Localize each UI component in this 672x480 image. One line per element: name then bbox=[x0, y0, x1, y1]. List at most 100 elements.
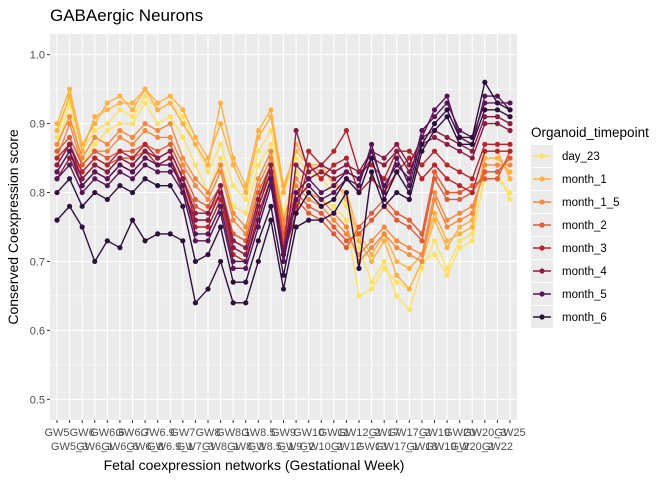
data-point bbox=[129, 162, 136, 168]
data-point bbox=[356, 189, 362, 196]
legend-item-month_3: month_3 bbox=[531, 237, 607, 259]
data-point bbox=[293, 196, 299, 203]
x-tick-label: GW22 bbox=[482, 441, 513, 453]
data-point bbox=[142, 100, 148, 106]
legend-key-point bbox=[539, 153, 545, 159]
data-point bbox=[117, 100, 123, 106]
data-point bbox=[104, 148, 110, 154]
data-point bbox=[79, 189, 85, 196]
data-point bbox=[469, 189, 475, 196]
data-point bbox=[104, 141, 110, 147]
y-tick-label: 0.5 bbox=[30, 394, 45, 406]
data-point bbox=[331, 162, 337, 168]
data-point bbox=[368, 210, 375, 216]
data-point bbox=[457, 231, 463, 237]
data-point bbox=[117, 155, 123, 161]
data-point bbox=[92, 141, 98, 147]
x-axis-title: Fetal coexpression networks (Gestational… bbox=[104, 457, 405, 473]
series-layer bbox=[54, 79, 513, 313]
data-point bbox=[268, 127, 274, 134]
data-point bbox=[343, 169, 350, 175]
data-point bbox=[419, 162, 425, 168]
data-point bbox=[230, 162, 236, 168]
data-point bbox=[331, 196, 337, 203]
x-tick-label: GW6_1 bbox=[76, 441, 113, 453]
data-point bbox=[394, 141, 400, 147]
data-point bbox=[104, 155, 110, 161]
data-point bbox=[431, 127, 438, 134]
data-point bbox=[394, 238, 400, 244]
data-point bbox=[66, 148, 73, 154]
data-point bbox=[268, 155, 274, 161]
data-point bbox=[381, 265, 387, 271]
data-point bbox=[79, 203, 85, 209]
data-point bbox=[306, 189, 312, 196]
data-point bbox=[104, 183, 110, 189]
data-point bbox=[142, 238, 148, 244]
x-tick-label: GW8.5_1 bbox=[248, 441, 294, 453]
data-point bbox=[394, 272, 400, 278]
data-point bbox=[104, 162, 110, 168]
data-point bbox=[507, 155, 513, 161]
legend-item-month_1_5: month_1_5 bbox=[531, 191, 620, 213]
data-point bbox=[192, 141, 199, 147]
data-point bbox=[217, 203, 224, 209]
legend-key-point bbox=[539, 176, 545, 182]
data-point bbox=[268, 141, 274, 147]
data-point bbox=[444, 224, 450, 230]
data-point bbox=[280, 272, 287, 278]
data-point bbox=[482, 79, 488, 85]
data-point bbox=[192, 300, 199, 306]
data-point bbox=[457, 196, 463, 203]
data-point bbox=[142, 86, 148, 92]
data-point bbox=[444, 134, 450, 140]
data-point bbox=[343, 224, 350, 230]
data-point bbox=[406, 155, 412, 161]
data-point bbox=[142, 148, 148, 154]
data-point bbox=[457, 183, 463, 189]
data-point bbox=[431, 114, 438, 120]
data-point bbox=[381, 258, 387, 265]
data-point bbox=[482, 141, 488, 147]
data-point bbox=[167, 183, 173, 189]
x-tick-label: GW20_3 bbox=[463, 427, 506, 439]
data-point bbox=[243, 265, 249, 271]
legend-key-point bbox=[539, 291, 545, 297]
data-point bbox=[92, 169, 98, 175]
x-tick-label: GW8_3 bbox=[227, 441, 264, 453]
data-point bbox=[457, 238, 463, 244]
data-point bbox=[457, 134, 463, 140]
data-point bbox=[343, 217, 350, 223]
data-point bbox=[394, 245, 400, 251]
x-tick-label: GW7 bbox=[170, 427, 195, 439]
data-point bbox=[217, 258, 224, 265]
data-point bbox=[142, 93, 148, 99]
data-point bbox=[268, 148, 274, 154]
data-point bbox=[419, 127, 425, 134]
x-tick-label: GW6 bbox=[70, 427, 95, 439]
data-point bbox=[205, 169, 211, 175]
data-point bbox=[66, 141, 73, 147]
legend-label: month_6 bbox=[562, 312, 607, 324]
data-point bbox=[117, 134, 123, 140]
data-point bbox=[419, 265, 425, 271]
data-point bbox=[419, 176, 425, 182]
series-month_6 bbox=[54, 79, 513, 306]
data-point bbox=[180, 176, 186, 182]
data-point bbox=[419, 251, 425, 258]
x-tick-label: GW13 bbox=[356, 441, 387, 453]
data-point bbox=[444, 196, 450, 203]
data-point bbox=[318, 196, 324, 203]
data-point bbox=[356, 245, 362, 251]
legend-item-month_4: month_4 bbox=[531, 260, 607, 282]
data-point bbox=[192, 210, 199, 216]
data-point bbox=[104, 127, 110, 134]
data-point bbox=[431, 238, 438, 244]
data-point bbox=[180, 162, 186, 168]
data-point bbox=[482, 121, 488, 127]
data-point bbox=[155, 162, 161, 168]
data-point bbox=[155, 148, 161, 154]
data-point bbox=[457, 141, 463, 147]
data-point bbox=[92, 176, 98, 182]
